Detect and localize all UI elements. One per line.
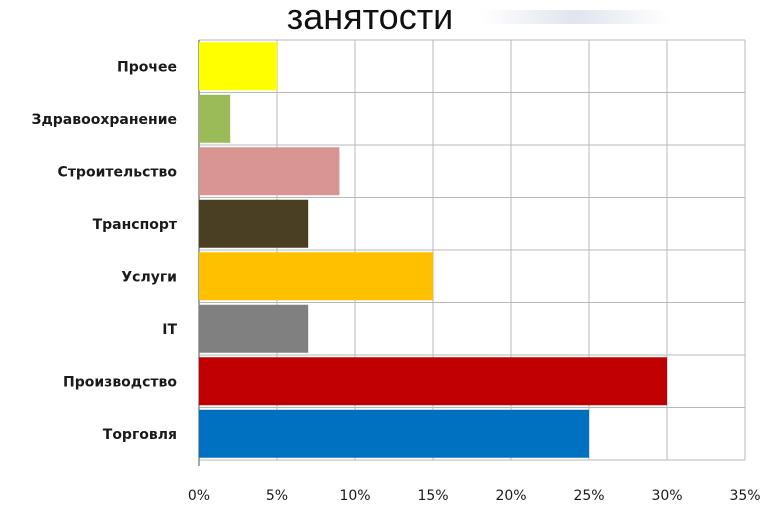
x-tick-label: 35% <box>729 488 760 504</box>
chart-bars <box>199 42 667 458</box>
category-label: Строительство <box>58 164 178 180</box>
category-label: Торговля <box>103 427 177 443</box>
bar <box>199 94 231 143</box>
x-tick-label: 10% <box>339 488 370 504</box>
bar <box>199 199 309 248</box>
bar <box>199 409 589 458</box>
category-label: Производство <box>63 374 177 390</box>
category-label: Транспорт <box>93 217 178 233</box>
x-tick-label: 25% <box>573 488 604 504</box>
x-axis-tick-labels: 0% 5% 10% 15% 20% 25% 30% 35% <box>188 488 761 504</box>
x-tick-label: 0% <box>188 488 210 504</box>
category-label: Здравоохранение <box>32 112 177 128</box>
slide-title: занятости <box>286 0 454 37</box>
bar <box>199 357 667 406</box>
category-label: IT <box>162 322 177 338</box>
category-label: Услуги <box>121 269 177 285</box>
bar <box>199 304 309 353</box>
category-labels: Прочее Здравоохранение Строительство Трансп… <box>32 59 178 443</box>
x-tick-label: 20% <box>495 488 526 504</box>
x-tick-label: 5% <box>266 488 288 504</box>
x-tick-label: 15% <box>417 488 448 504</box>
bar <box>199 252 433 301</box>
bar <box>199 147 340 196</box>
x-tick-label: 30% <box>651 488 682 504</box>
bar <box>199 42 277 91</box>
category-label: Прочее <box>117 59 177 75</box>
title-haze <box>480 10 670 24</box>
